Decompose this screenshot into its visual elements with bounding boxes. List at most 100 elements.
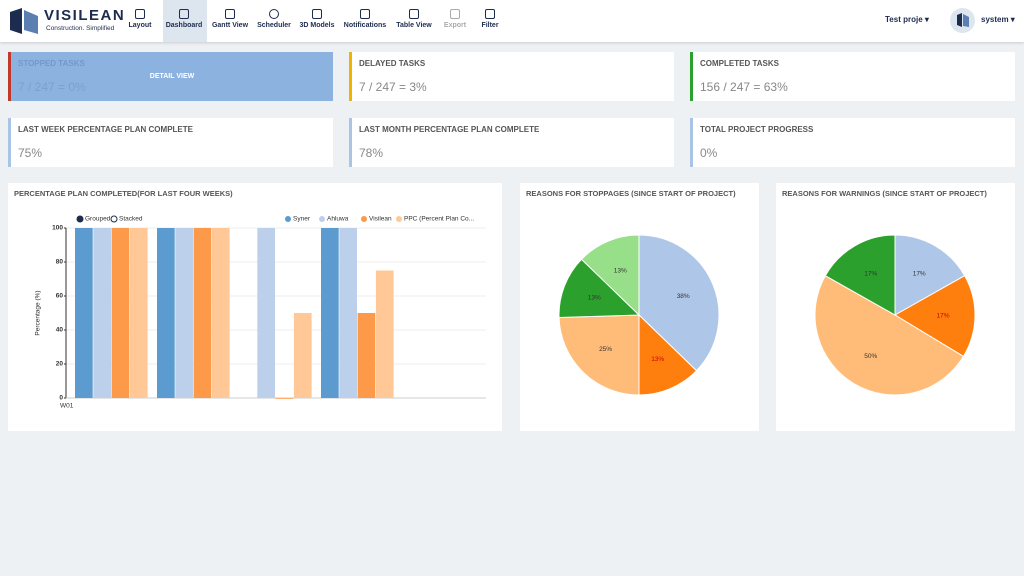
nav-item[interactable]: Scheduler	[252, 0, 296, 42]
nav-item[interactable]: Notifications	[343, 0, 387, 42]
kpi-card[interactable]: LAST MONTH PERCENTAGE PLAN COMPLETE 78%	[349, 118, 674, 167]
nav-item[interactable]: Filter	[468, 0, 512, 42]
card-value: 0%	[700, 146, 718, 160]
bar	[93, 228, 111, 398]
nav-label: Table View	[396, 22, 432, 29]
bar	[357, 313, 376, 398]
mode-label: Stacked	[119, 216, 143, 223]
card-title: COMPLETED TASKS	[700, 59, 779, 68]
card-title: LAST WEEK PERCENTAGE PLAN COMPLETE	[18, 125, 193, 134]
nav-item[interactable]: 3D Models	[295, 0, 339, 42]
slice-label: 17%	[913, 270, 926, 277]
slice-label: 13%	[651, 356, 664, 363]
legend-label: PPC (Percent Plan Co...	[404, 216, 474, 223]
bar	[157, 228, 175, 398]
legend-swatch	[361, 216, 367, 222]
nav-label: Gantt View	[211, 22, 249, 29]
pie-slice	[824, 234, 896, 316]
pie-slice	[894, 275, 976, 358]
detail-overlay[interactable]: DETAIL VIEW	[11, 52, 333, 101]
bar	[211, 228, 230, 398]
nav-label: Scheduler	[257, 22, 291, 29]
nav-item[interactable]: Table View	[392, 0, 436, 42]
avatar[interactable]	[950, 8, 975, 33]
card-title: DELAYED TASKS	[359, 59, 426, 68]
pie-slice	[638, 313, 698, 396]
nav-item[interactable]: Layout	[118, 0, 162, 42]
pie-slice	[894, 234, 966, 316]
user-menu[interactable]: system ▾	[981, 15, 1015, 24]
mode-radio[interactable]	[110, 215, 118, 223]
tagline: Construction. Simplified	[46, 25, 115, 32]
kpi-card[interactable]: DELAYED TASKS 7 / 247 = 3%	[349, 52, 674, 101]
bar	[293, 313, 312, 398]
bar	[75, 228, 93, 398]
logo-icon	[10, 8, 38, 34]
legend-swatch	[319, 216, 325, 222]
slice-label: 17%	[864, 270, 877, 277]
kpi-card[interactable]: TOTAL PROJECT PROGRESS 0%	[690, 118, 1015, 167]
bar	[375, 270, 394, 398]
pie-slice	[580, 234, 640, 317]
chart-title: REASONS FOR WARNINGS (SINCE START OF PRO…	[782, 189, 987, 198]
bar	[321, 228, 339, 398]
nav-icon	[450, 9, 460, 19]
bar	[257, 228, 275, 398]
nav-label: Notifications	[343, 22, 387, 29]
project-select[interactable]: Test proje ▾	[885, 15, 929, 24]
overlay-label: DETAIL VIEW	[149, 73, 195, 80]
nav-item[interactable]: Export	[433, 0, 477, 42]
logo-text: VISILEAN	[44, 7, 126, 24]
nav-label: Export	[443, 22, 467, 29]
nav-icon	[135, 9, 145, 19]
y-tick-label: 40	[56, 327, 64, 334]
slice-label: 17%	[936, 312, 949, 319]
nav-icon	[409, 9, 419, 19]
nav-label: Layout	[128, 22, 152, 29]
bar	[339, 228, 357, 398]
bar	[111, 228, 130, 398]
kpi-card[interactable]: LAST WEEK PERCENTAGE PLAN COMPLETE 75%	[8, 118, 333, 167]
card-value: 7 / 247 = 3%	[359, 80, 427, 94]
y-tick-label: 60	[56, 293, 64, 300]
card-title: LAST MONTH PERCENTAGE PLAN COMPLETE	[359, 125, 540, 134]
x-tick-label: W01	[60, 403, 74, 410]
nav-icon	[225, 9, 235, 19]
nav-icon	[269, 9, 279, 19]
slice-label: 25%	[599, 346, 612, 353]
project-name: Test proje	[885, 15, 923, 24]
pie-slice	[638, 234, 720, 372]
slice-label: 13%	[614, 268, 627, 275]
bar	[193, 228, 212, 398]
user-name: system	[981, 15, 1009, 24]
slice-label: 50%	[864, 353, 877, 360]
y-tick-label: 80	[56, 259, 64, 266]
card-value: 156 / 247 = 63%	[700, 80, 788, 94]
slice-label: 38%	[677, 293, 690, 300]
nav-label: Filter	[481, 22, 499, 29]
mode-radio[interactable]	[76, 215, 84, 223]
nav-selected	[163, 0, 207, 42]
y-axis-label: Percentage (%)	[35, 290, 42, 335]
legend-swatch	[285, 216, 291, 222]
legend-swatch	[396, 216, 402, 222]
nav-item[interactable]: Dashboard	[162, 0, 206, 42]
nav-label: 3D Models	[299, 22, 335, 29]
legend-label: Visilean	[369, 216, 392, 223]
y-tick-label: 100	[52, 225, 63, 232]
pie-slice	[558, 258, 641, 318]
legend-label: Syner	[293, 216, 311, 223]
bar	[275, 398, 294, 399]
bar	[129, 228, 148, 398]
y-tick-label: 20	[56, 361, 64, 368]
nav-item[interactable]: Gantt View	[208, 0, 252, 42]
mode-label: Grouped	[85, 216, 111, 223]
legend-label: Ahluwa	[327, 216, 349, 223]
kpi-card[interactable]: COMPLETED TASKS 156 / 247 = 63%	[690, 52, 1015, 101]
pie-slice	[814, 275, 965, 396]
chart-title: PERCENTAGE PLAN COMPLETED(FOR LAST FOUR …	[14, 189, 233, 198]
nav-icon	[179, 9, 189, 19]
bar	[175, 228, 193, 398]
